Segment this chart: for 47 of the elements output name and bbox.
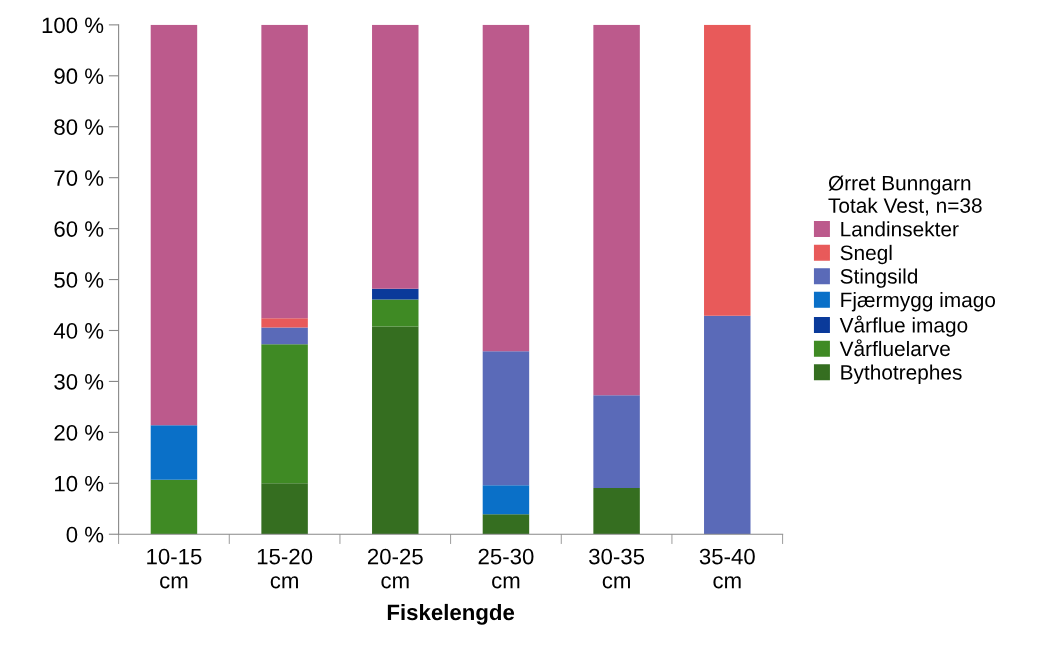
x-tick-label: 25-30 cm xyxy=(478,548,534,589)
legend-label: Stingsild xyxy=(840,268,918,288)
x-axis-title: Fiskelengde xyxy=(387,603,515,625)
bar xyxy=(593,395,640,488)
legend-label: Bythotrephes xyxy=(841,364,962,384)
legend-title: Ørret Bunngarn Totak Vest, n=38 xyxy=(828,175,982,216)
y-tick-label: 30 % xyxy=(54,373,104,390)
bar xyxy=(372,299,419,327)
bar xyxy=(482,24,530,352)
y-tick-label: 40 % xyxy=(53,323,104,339)
y-tick-label: 10 % xyxy=(55,475,104,492)
x-tick-label: 10-15 cm xyxy=(147,548,202,589)
y-tick-label: 50 % xyxy=(54,272,104,288)
y-tick-label: 20 % xyxy=(54,424,104,441)
bar xyxy=(372,326,419,535)
bar xyxy=(704,24,751,316)
bar xyxy=(593,487,640,535)
bar xyxy=(704,315,751,535)
bar xyxy=(482,485,530,515)
bar xyxy=(150,24,198,426)
x-tick-label: 15-20 cm xyxy=(257,548,313,589)
bar xyxy=(482,514,530,535)
bar xyxy=(482,351,530,486)
bar xyxy=(372,24,419,289)
bar xyxy=(261,344,308,484)
y-tick-label: 70 % xyxy=(54,170,104,186)
legend-label: Landinsekter xyxy=(841,221,959,237)
legend-label: Fjærmygg imago xyxy=(841,292,996,312)
bar xyxy=(372,288,419,300)
bar xyxy=(261,24,308,319)
legend-label: Vårflue imago xyxy=(839,315,968,337)
y-tick-label: 90 % xyxy=(54,68,104,85)
x-tick-label: 20-25 cm xyxy=(367,548,423,589)
y-tick-label: 60 % xyxy=(54,221,104,237)
y-tick-label: 0 % xyxy=(66,526,104,543)
x-tick-label: 35-40 cm xyxy=(699,548,755,589)
bar xyxy=(593,24,640,396)
bar xyxy=(261,318,308,328)
legend-label: Vårfluelarve xyxy=(839,339,950,357)
y-tick-label: 100 % xyxy=(42,17,104,34)
legend-label: Snegl xyxy=(840,244,892,265)
bar xyxy=(150,479,198,535)
bar xyxy=(261,327,308,345)
x-tick-label: 30-35 cm xyxy=(589,548,645,589)
y-tick-label: 80 % xyxy=(54,119,104,136)
bar xyxy=(261,483,308,535)
bar xyxy=(150,425,198,480)
